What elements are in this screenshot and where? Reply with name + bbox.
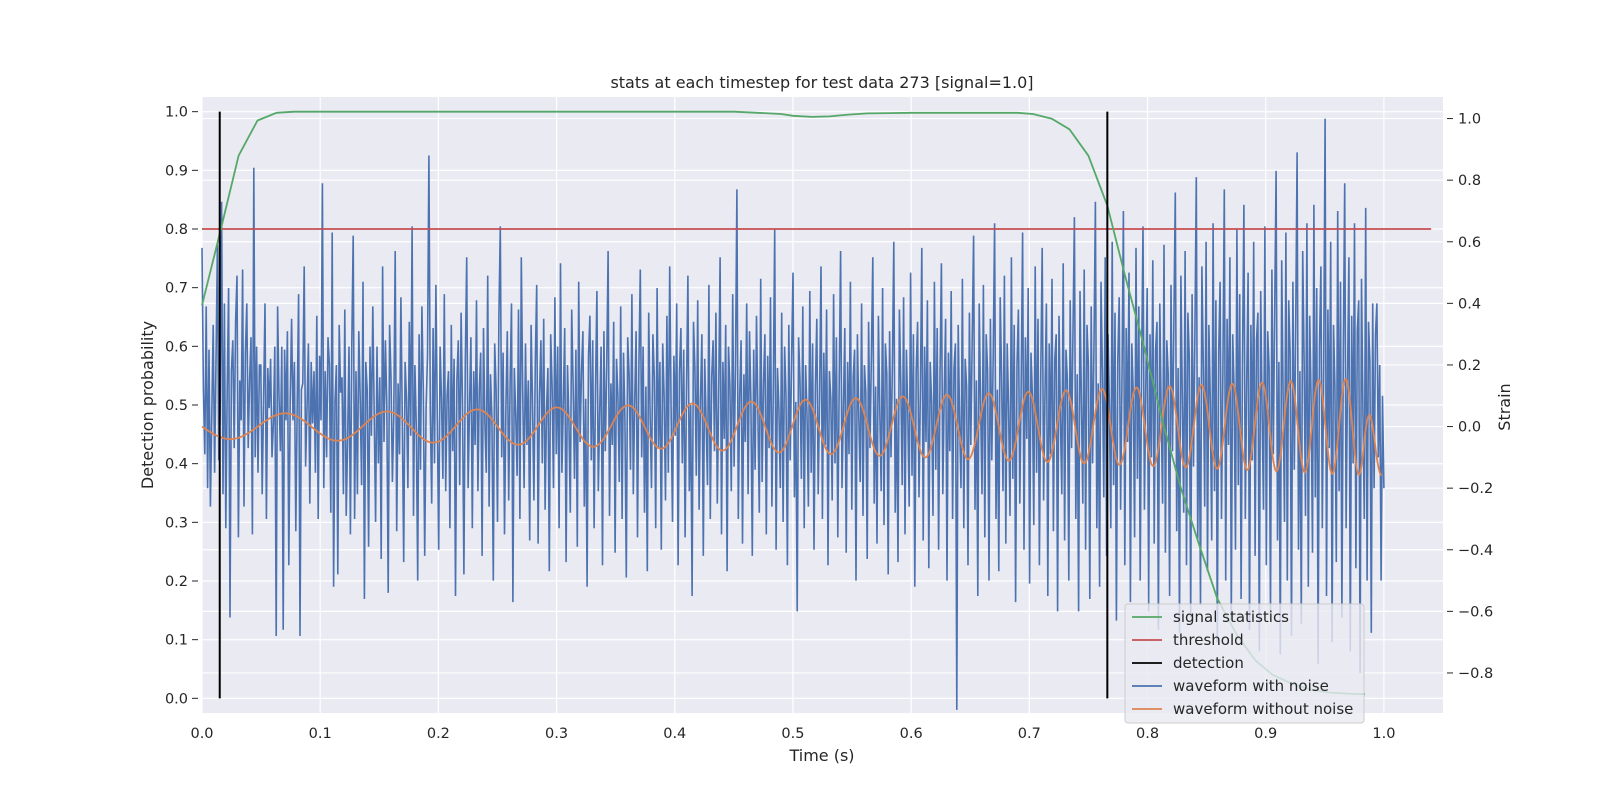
axes: 0.0 0.1 0.2 0.3 0.4 0.5 0.6 0.7 0.8 0.9 1.0 0.0 0.1 0… (165, 105, 1493, 742)
x-tick-label: 0.8 (1136, 726, 1159, 742)
y-right-tick-label: −0.2 (1458, 481, 1493, 497)
y-right-tick-label: 0.6 (1458, 235, 1481, 251)
y-tick-label: 0.0 (165, 691, 188, 707)
x-tick-label: 1.0 (1372, 726, 1395, 742)
y-tick-label: 0.6 (165, 339, 188, 355)
legend-label-threshold: threshold (1173, 631, 1244, 649)
legend-label-waveform-with-noise: waveform with noise (1173, 677, 1329, 695)
x-axis-label: Time (s) (788, 746, 854, 765)
y-right-tick-label: −0.4 (1458, 543, 1493, 559)
y-right-tick-label: 0.2 (1458, 358, 1481, 374)
x-tick-label: 0.3 (545, 726, 568, 742)
y-right-tick-label: 0.8 (1458, 173, 1481, 189)
series-waveform-with-noise (201, 118, 1385, 710)
chart-title: stats at each timestep for test data 273… (610, 73, 1033, 92)
y-tick-label: 0.2 (165, 574, 188, 590)
y-right-tick-label: −0.6 (1458, 604, 1493, 620)
y-tick-label: 0.1 (165, 633, 188, 649)
x-tick-label: 0.6 (900, 726, 923, 742)
y-tick-label: 0.9 (165, 163, 188, 179)
x-tick-label: 0.4 (663, 726, 686, 742)
y-tick-label: 1.0 (165, 105, 188, 121)
x-tick-label: 0.5 (781, 726, 804, 742)
y-right-tick-label: −0.8 (1458, 666, 1493, 682)
y-right-tick-label: 1.0 (1458, 112, 1481, 128)
y-tick-label: 0.4 (165, 457, 188, 473)
legend-label-waveform-without-noise: waveform without noise (1173, 700, 1353, 718)
y-axis-label: Detection probability (138, 321, 157, 489)
legend-label-detection: detection (1173, 654, 1244, 672)
series-waveform-without-noise (201, 378, 1383, 477)
x-tick-label: 0.7 (1018, 726, 1041, 742)
legend-box (1124, 603, 1365, 724)
x-tick-label: 0.0 (190, 726, 213, 742)
legend: signal statistics threshold detection wa… (1124, 603, 1365, 724)
y-right-tick-label: 0.0 (1458, 420, 1481, 436)
y-tick-label: 0.5 (165, 398, 188, 414)
y-right-tick-label: 0.4 (1458, 296, 1481, 312)
legend-label-signal-statistics: signal statistics (1173, 608, 1289, 626)
x-tick-label: 0.1 (309, 726, 332, 742)
x-tick-label: 0.2 (427, 726, 450, 742)
x-tick-label: 0.9 (1254, 726, 1277, 742)
y-tick-label: 0.3 (165, 515, 188, 531)
y-axis-right-label: Strain (1495, 383, 1514, 430)
y-tick-label: 0.8 (165, 222, 188, 238)
y-tick-label: 0.7 (165, 281, 188, 297)
